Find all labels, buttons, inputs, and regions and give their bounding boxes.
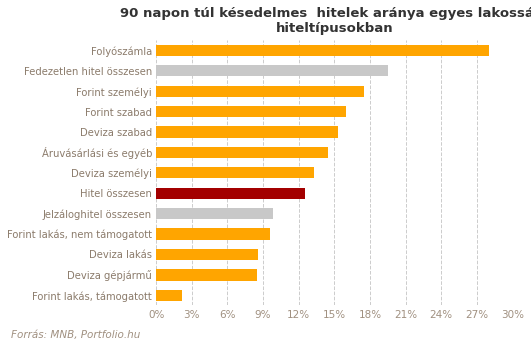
Bar <box>156 65 388 77</box>
Bar <box>156 147 328 158</box>
Text: Forrás: MNB, Portfolio.hu: Forrás: MNB, Portfolio.hu <box>11 330 140 340</box>
Bar <box>156 167 314 179</box>
Bar <box>156 290 182 301</box>
Bar <box>156 188 305 199</box>
Bar <box>156 228 270 240</box>
Bar <box>156 249 258 260</box>
Bar <box>156 269 257 280</box>
Bar <box>156 45 489 56</box>
Bar <box>156 86 364 97</box>
Bar <box>156 106 346 117</box>
Bar <box>156 208 272 219</box>
Bar <box>156 127 338 138</box>
Title: 90 napon túl késedelmes  hitelek aránya egyes lakossági
hiteltípusokban: 90 napon túl késedelmes hitelek aránya e… <box>121 7 531 35</box>
